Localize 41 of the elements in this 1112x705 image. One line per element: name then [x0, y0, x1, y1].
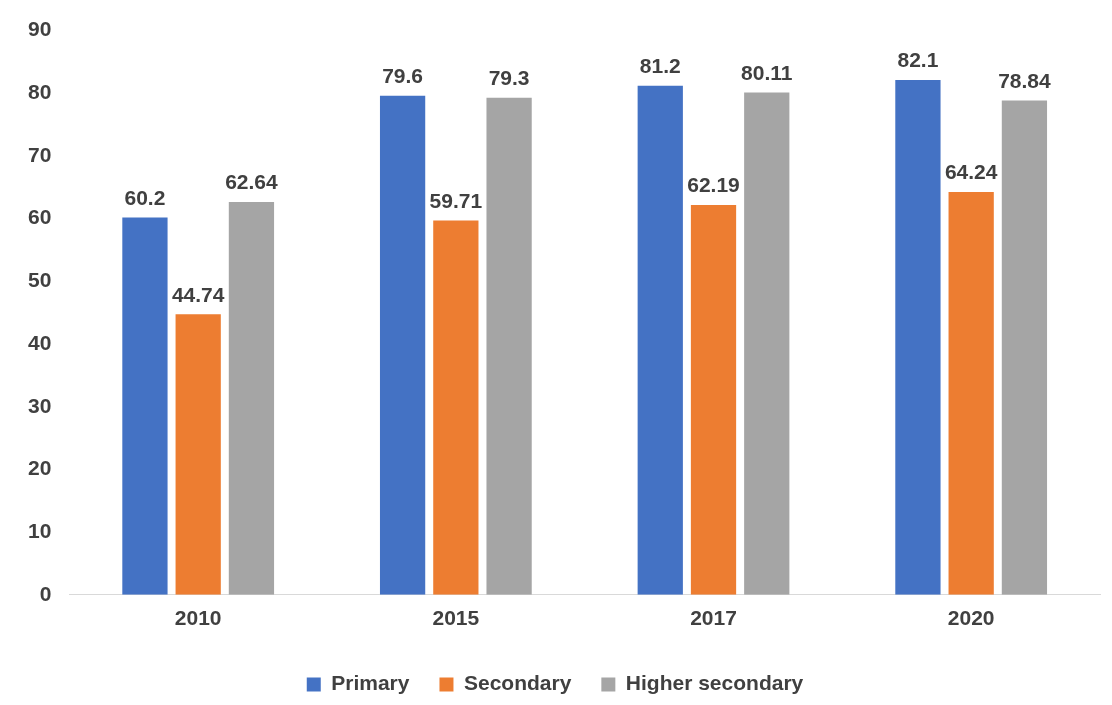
- data-label: 44.74: [171, 282, 225, 306]
- legend-label: Primary: [331, 671, 410, 695]
- y-tick-label: 60: [28, 205, 52, 229]
- bar: [433, 220, 479, 595]
- data-label: 82.1: [897, 48, 939, 72]
- data-label: 62.19: [687, 173, 740, 197]
- data-label: 80.11: [741, 60, 793, 84]
- bar: [122, 217, 168, 595]
- bar: [948, 192, 994, 595]
- bar: [175, 314, 221, 595]
- bar: [895, 80, 941, 595]
- data-label: 60.2: [124, 185, 166, 209]
- bar: [690, 204, 737, 595]
- bar: [744, 92, 790, 595]
- y-tick-label: 80: [28, 80, 52, 104]
- y-tick-label: 70: [28, 142, 52, 166]
- x-tick-label: 2010: [174, 606, 222, 630]
- x-tick-label: 2015: [432, 606, 480, 630]
- bar: [637, 85, 683, 595]
- data-label: 78.84: [998, 68, 1052, 92]
- y-tick-label: 90: [28, 17, 52, 41]
- data-label: 64.24: [944, 160, 998, 184]
- bar: [228, 202, 275, 595]
- y-tick-label: 40: [28, 330, 52, 354]
- data-label: 79.3: [488, 65, 530, 89]
- y-tick-label: 10: [28, 518, 52, 542]
- data-label: 59.71: [429, 188, 483, 212]
- bar: [486, 97, 532, 595]
- y-tick-label: 20: [28, 456, 52, 480]
- data-label: 79.6: [382, 64, 424, 88]
- bar: [1001, 100, 1048, 595]
- y-tick-label: 50: [28, 268, 52, 292]
- y-tick-label: 0: [39, 581, 52, 605]
- y-tick-label: 30: [28, 393, 52, 417]
- x-tick-label: 2017: [690, 606, 737, 630]
- data-label: 81.2: [639, 54, 681, 78]
- x-tick-label: 2020: [947, 606, 995, 630]
- bar: [379, 95, 426, 595]
- legend-label: Secondary: [463, 671, 572, 695]
- data-label: 62.64: [225, 170, 279, 194]
- legend-label: Higher secondary: [625, 671, 804, 695]
